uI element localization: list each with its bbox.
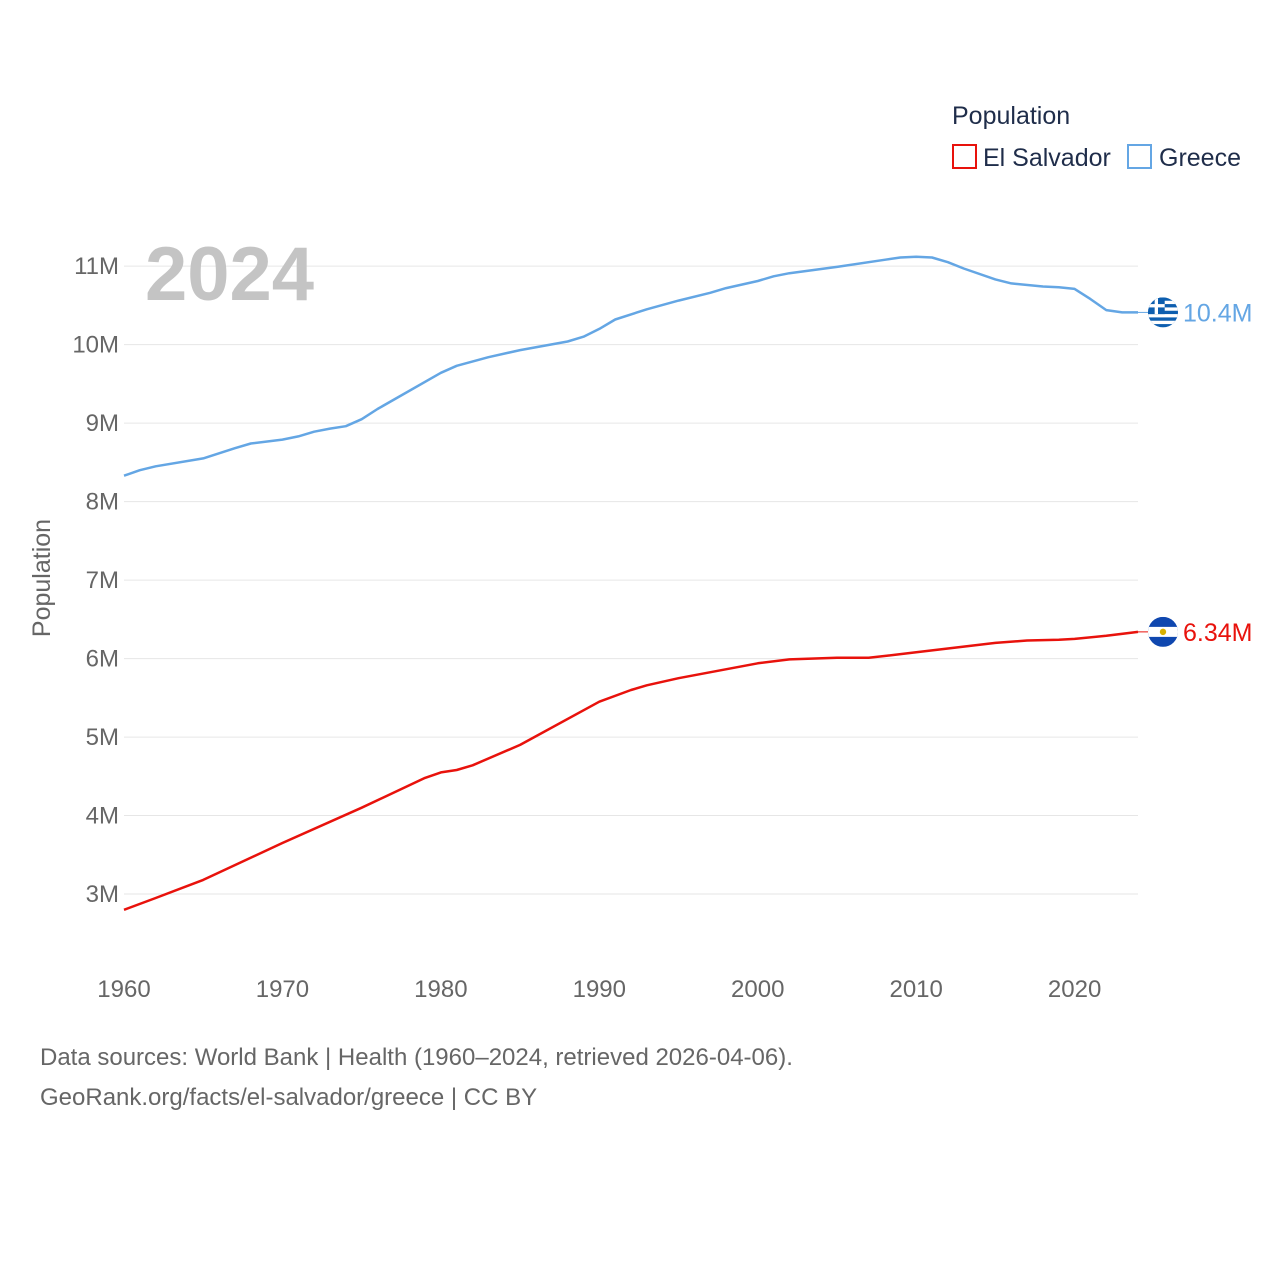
x-tick-label: 1990 [573,976,626,1003]
x-tick-label: 2020 [1048,976,1101,1003]
y-tick-label: 11M [74,253,119,280]
x-tick-label: 2000 [731,976,784,1003]
grid-lines [124,265,1138,895]
series-layer: 6.34M 10.4M [123,255,1252,911]
x-tick-label: 1980 [414,976,467,1003]
legend-swatch-el-salvador [952,144,977,169]
y-tick-label: 7M [86,567,119,594]
y-tick-label: 4M [86,803,119,830]
end-value-label-greece: 10.4M [1183,299,1252,327]
end-value-label-el-salvador: 6.34M [1183,619,1252,647]
legend-label-el-salvador: El Salvador [983,144,1111,172]
legend-title: Population [952,102,1070,130]
y-axis-label: Population [28,519,56,637]
x-tick-label: 2010 [889,976,942,1003]
legend-swatch-greece [1127,144,1152,169]
series-line-el-salvador[interactable] [123,630,1139,911]
el-salvador-flag-icon [1148,616,1178,647]
x-axis-ticks: 1960 1970 1980 1990 2000 2010 2020 [97,976,1101,1003]
y-tick-label: 3M [86,881,119,908]
y-tick-label: 9M [86,410,119,437]
y-tick-label: 10M [72,332,119,359]
footer-attribution[interactable]: GeoRank.org/facts/el-salvador/greece | C… [40,1084,538,1111]
x-tick-label: 1970 [256,976,309,1003]
y-tick-label: 5M [86,724,119,751]
legend-label-greece: Greece [1159,144,1241,172]
y-axis-ticks: 3M 4M 5M 6M 7M 8M 9M 10M 11M [72,253,119,908]
legend-item-el-salvador[interactable]: El Salvador [952,144,1111,172]
greece-flag-icon [1148,297,1178,328]
legend-item-greece[interactable]: Greece [1127,144,1241,172]
y-tick-label: 8M [86,489,119,516]
footer-sources: Data sources: World Bank | Health (1960–… [40,1044,793,1071]
legend: Population El Salvador Greece [952,102,1241,172]
series-line-greece[interactable] [123,255,1138,477]
year-label: 2024 [145,232,314,317]
x-tick-label: 1960 [97,976,150,1003]
population-line-chart: 3M 4M 5M 6M 7M 8M 9M 10M 11M 1960 1970 1980 1990 200… [28,102,1252,1003]
y-tick-label: 6M [86,646,119,673]
